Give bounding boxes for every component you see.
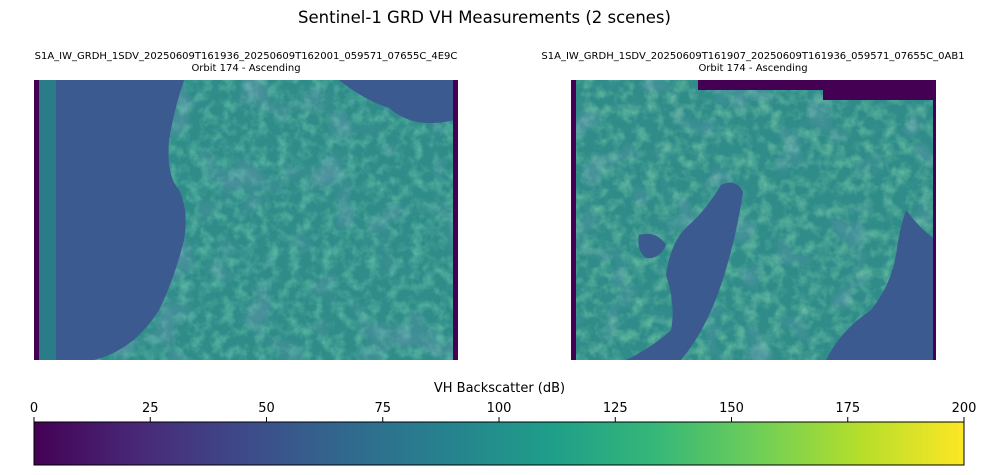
colorbar-tick-label: 50: [258, 401, 275, 416]
figure-title: Sentinel-1 GRD VH Measurements (2 scenes…: [298, 8, 671, 27]
colorbar-tick-label: 100: [487, 401, 512, 416]
colorbar-tick-label: 150: [719, 401, 744, 416]
scene-1-nodata-left: [34, 80, 39, 360]
scene-1-orbit: Orbit 174 - Ascending: [191, 63, 301, 74]
scene-1-title: S1A_IW_GRDH_1SDV_20250609T161936_2025060…: [6, 51, 486, 75]
scene-1-lake: [56, 80, 186, 360]
colorbar-gradient: [33, 421, 965, 466]
scene-2-nodata-top-right: [823, 90, 936, 100]
scene-1-water-small: [339, 80, 454, 124]
colorbar-tick-label: 0: [30, 401, 38, 416]
scene-2-orbit: Orbit 174 - Ascending: [698, 63, 808, 74]
colorbar-tick-label: 200: [952, 401, 977, 416]
colorbar-tick-label: 125: [603, 401, 628, 416]
colorbar-tick-label: 175: [835, 401, 860, 416]
colorbar: 0 25 50 75 100 125 150 175 200: [30, 401, 977, 466]
colorbar-ticks: 0 25 50 75 100 125 150 175 200: [30, 401, 977, 422]
scene-2-nodata-left: [571, 80, 576, 360]
colorbar-tick-label: 25: [142, 401, 159, 416]
scene-2-id: S1A_IW_GRDH_1SDV_20250609T161907_2025060…: [541, 51, 965, 62]
scene-2-lake-main: [626, 182, 743, 360]
scene-1-id: S1A_IW_GRDH_1SDV_20250609T161936_2025060…: [34, 51, 458, 62]
scene-1-image: [34, 80, 458, 360]
scene-2-image: [571, 80, 936, 360]
scene-2-water-left: [638, 233, 666, 259]
scene-1-shore-left: [34, 80, 56, 360]
scene-2-title: S1A_IW_GRDH_1SDV_20250609T161907_2025060…: [513, 51, 993, 75]
colorbar-tick-label: 75: [374, 401, 391, 416]
scene-2-nodata-right: [933, 80, 936, 360]
scene-2-nodata-top: [698, 80, 936, 90]
scene-1-nodata-right: [453, 80, 458, 360]
scene-2-lake-right: [826, 210, 936, 360]
colorbar-label: VH Backscatter (dB): [433, 381, 566, 396]
